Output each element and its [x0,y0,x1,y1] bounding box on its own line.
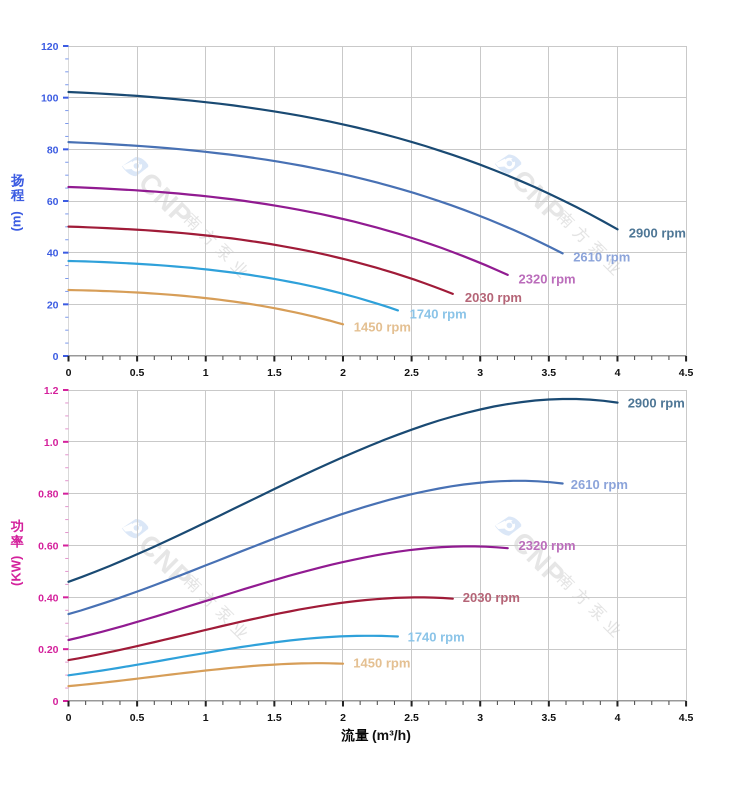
svg-text:100: 100 [41,93,59,105]
svg-text:80: 80 [47,144,59,156]
svg-text:1740 rpm: 1740 rpm [408,629,465,644]
svg-text:0.60: 0.60 [38,541,59,553]
svg-text:1.2: 1.2 [44,385,59,397]
svg-text:0: 0 [66,367,72,379]
svg-text:1740 rpm: 1740 rpm [410,306,467,321]
svg-text:2.5: 2.5 [404,367,419,379]
svg-text:0.5: 0.5 [130,712,145,724]
svg-text:4: 4 [615,367,621,379]
svg-text:4: 4 [615,712,621,724]
svg-text:3.5: 3.5 [541,367,556,379]
svg-text:120: 120 [41,41,59,53]
svg-text:1.5: 1.5 [267,712,282,724]
svg-text:(m³/h): (m³/h) [372,727,411,743]
svg-text:2.5: 2.5 [404,712,419,724]
svg-text:2900 rpm: 2900 rpm [629,226,686,241]
svg-text:1.5: 1.5 [267,367,282,379]
svg-text:1: 1 [203,367,209,379]
svg-text:0.5: 0.5 [130,367,145,379]
svg-text:1450 rpm: 1450 rpm [353,656,410,671]
svg-text:2320 rpm: 2320 rpm [519,272,576,287]
svg-text:2030 rpm: 2030 rpm [463,590,520,605]
svg-text:40: 40 [47,248,59,260]
svg-text:2030 rpm: 2030 rpm [465,290,522,305]
svg-text:3: 3 [477,367,483,379]
svg-text:0.40: 0.40 [38,592,59,604]
svg-text:0: 0 [66,712,72,724]
svg-text:2: 2 [340,712,346,724]
svg-text:2900 rpm: 2900 rpm [628,396,685,411]
svg-text:20: 20 [47,299,59,311]
svg-text:(KW): (KW) [9,556,24,586]
svg-text:4.5: 4.5 [679,712,694,724]
svg-text:60: 60 [47,196,59,208]
svg-text:2320 rpm: 2320 rpm [519,538,576,553]
svg-text:4.5: 4.5 [679,367,694,379]
svg-text:1450 rpm: 1450 rpm [354,320,411,335]
svg-text:1.0: 1.0 [44,437,59,449]
svg-text:3.5: 3.5 [541,712,556,724]
svg-text:1: 1 [203,712,209,724]
svg-text:2: 2 [340,367,346,379]
svg-text:0: 0 [53,351,59,363]
svg-text:2610 rpm: 2610 rpm [571,477,628,492]
svg-text:0.20: 0.20 [38,644,59,656]
svg-text:3: 3 [477,712,483,724]
svg-text:2610 rpm: 2610 rpm [573,249,630,264]
svg-text:(m): (m) [8,211,23,231]
svg-text:0.80: 0.80 [38,489,59,501]
svg-text:0: 0 [53,696,59,708]
